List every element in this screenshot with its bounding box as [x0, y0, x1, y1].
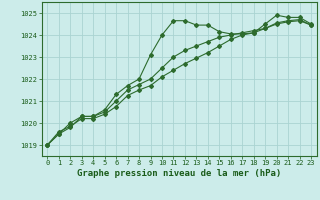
X-axis label: Graphe pression niveau de la mer (hPa): Graphe pression niveau de la mer (hPa): [77, 169, 281, 178]
